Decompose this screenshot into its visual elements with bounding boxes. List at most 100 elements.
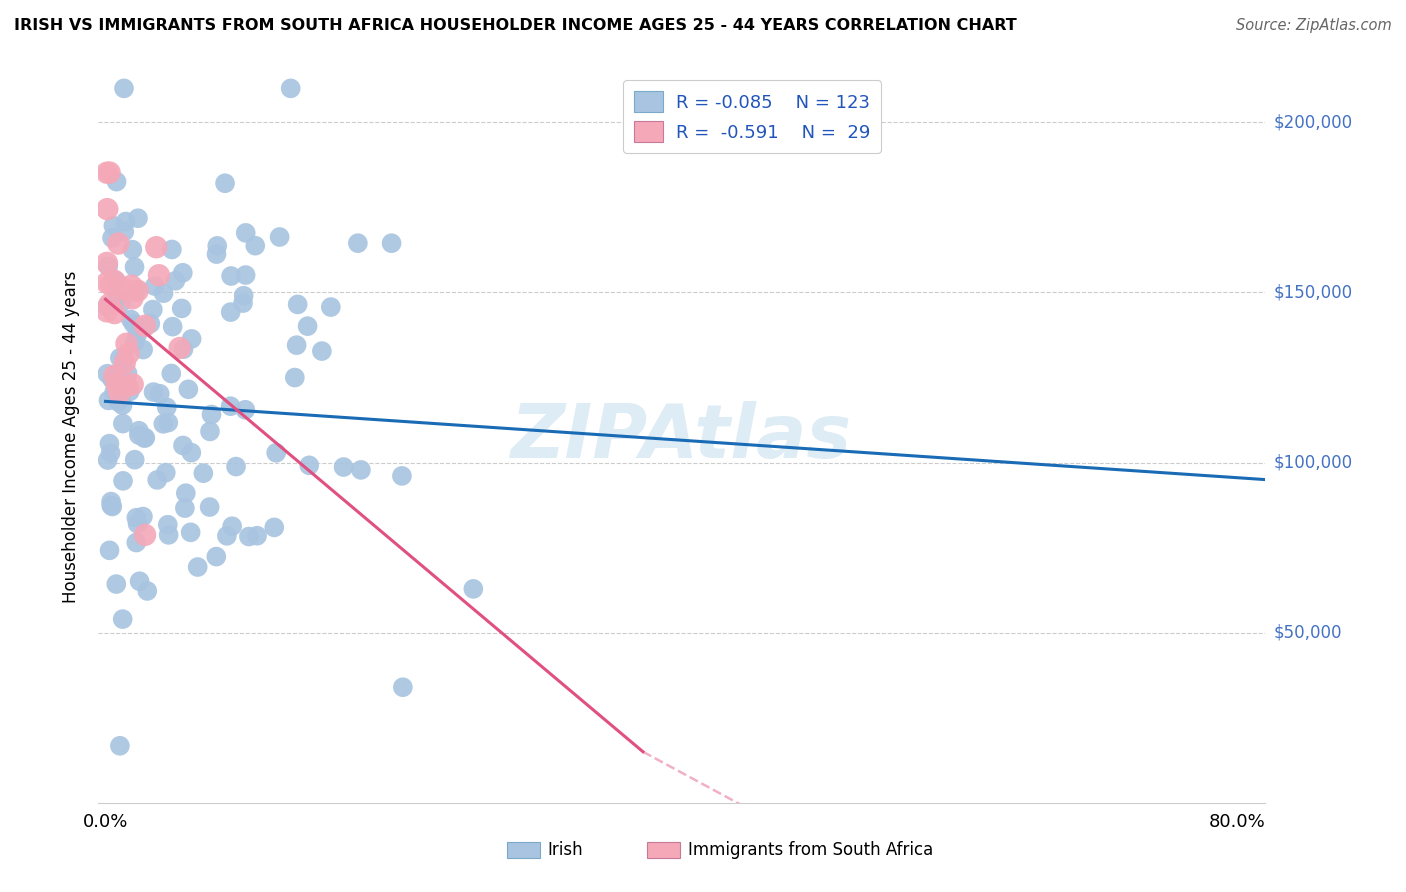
Point <box>125 510 148 524</box>
Point <box>118 347 141 361</box>
Point <box>120 312 142 326</box>
Text: $150,000: $150,000 <box>1274 284 1353 301</box>
Point <box>124 334 146 349</box>
Point <box>98 543 121 558</box>
Text: $200,000: $200,000 <box>1274 113 1353 131</box>
Point <box>156 517 179 532</box>
Point <box>96 202 118 216</box>
Text: ZIPAtlas: ZIPAtlas <box>512 401 852 474</box>
Point <box>124 260 146 274</box>
Point <box>145 240 167 254</box>
Point <box>350 463 373 477</box>
Text: Immigrants from South Africa: Immigrants from South Africa <box>688 840 934 859</box>
Point <box>124 452 146 467</box>
Point <box>160 243 183 257</box>
Point <box>177 382 200 396</box>
Point <box>107 236 129 251</box>
Point <box>100 494 122 508</box>
Point <box>112 81 135 95</box>
Point <box>121 243 143 257</box>
Point <box>134 431 156 445</box>
Point <box>96 166 118 180</box>
Point <box>180 332 202 346</box>
Point <box>96 276 118 290</box>
Point <box>263 520 285 534</box>
Point <box>152 286 174 301</box>
Point <box>246 529 269 543</box>
Point <box>97 453 120 467</box>
Point <box>103 385 125 400</box>
Point <box>232 288 254 302</box>
Point <box>245 238 267 252</box>
Point <box>111 474 134 488</box>
Point <box>311 344 333 359</box>
Y-axis label: Householder Income Ages 25 - 44 years: Householder Income Ages 25 - 44 years <box>62 271 80 603</box>
Point <box>128 428 150 442</box>
Point <box>142 385 165 400</box>
Point <box>156 401 179 415</box>
Point <box>111 398 134 412</box>
Text: Source: ZipAtlas.com: Source: ZipAtlas.com <box>1236 18 1392 33</box>
Point <box>98 165 121 179</box>
Point <box>219 399 242 413</box>
Point <box>205 247 228 261</box>
Point <box>103 219 125 233</box>
Text: $100,000: $100,000 <box>1274 454 1353 472</box>
Point <box>100 446 122 460</box>
Point <box>105 377 128 392</box>
Point <box>287 297 309 311</box>
Point <box>132 343 155 357</box>
Point <box>110 295 132 310</box>
Point <box>107 395 129 409</box>
Point <box>170 301 193 316</box>
Point <box>392 680 415 694</box>
Point <box>101 500 124 514</box>
Point <box>160 367 183 381</box>
Point <box>200 408 222 422</box>
Point <box>108 739 131 753</box>
Point <box>157 528 180 542</box>
Point <box>146 473 169 487</box>
Bar <box>647 841 679 858</box>
Point <box>173 342 195 356</box>
Point <box>100 278 122 293</box>
Point <box>347 236 370 251</box>
Point <box>172 438 194 452</box>
Point <box>97 260 120 274</box>
Point <box>121 291 143 305</box>
Point <box>111 612 134 626</box>
Point <box>172 266 194 280</box>
Point <box>148 268 170 283</box>
Point <box>162 319 184 334</box>
Point <box>111 417 134 431</box>
Point <box>104 274 127 288</box>
Point <box>121 377 143 392</box>
Point <box>108 351 131 365</box>
Point <box>111 281 134 295</box>
Text: Irish: Irish <box>548 840 583 859</box>
Point <box>96 367 118 381</box>
Point <box>332 460 354 475</box>
Point <box>380 236 402 251</box>
Point <box>205 549 228 564</box>
Point <box>269 230 291 244</box>
Point <box>143 279 166 293</box>
Point <box>149 386 172 401</box>
Point <box>101 372 124 386</box>
Point <box>285 338 308 352</box>
Point <box>132 509 155 524</box>
Point <box>105 577 128 591</box>
Point <box>120 278 142 293</box>
Point <box>98 436 121 450</box>
Point <box>101 231 124 245</box>
Point <box>174 486 197 500</box>
Point <box>238 529 260 543</box>
Point <box>107 366 129 380</box>
Point <box>187 560 209 574</box>
Point <box>117 379 139 393</box>
Point <box>233 402 256 417</box>
Point <box>105 175 128 189</box>
Point <box>215 529 238 543</box>
Point <box>264 446 287 460</box>
Point <box>122 317 145 331</box>
